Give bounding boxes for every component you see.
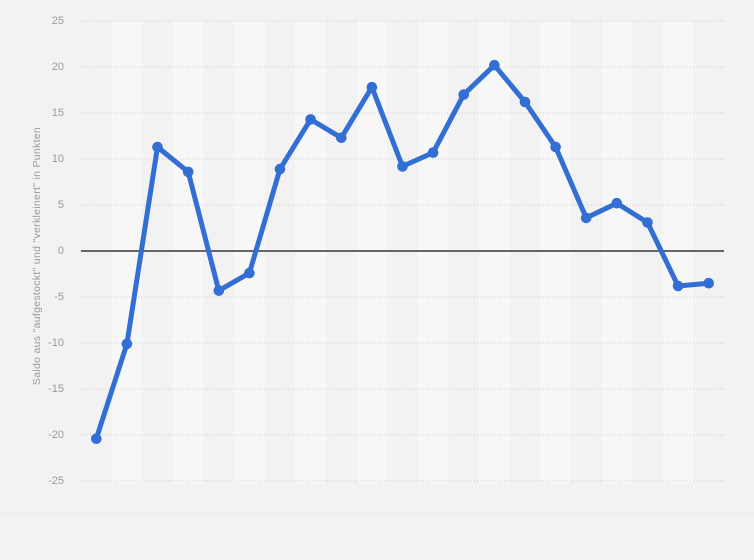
data-point[interactable]: [305, 114, 316, 125]
data-point[interactable]: [152, 141, 163, 153]
data-point[interactable]: [458, 89, 470, 100]
data-point[interactable]: [336, 132, 347, 144]
y-axis-tick-label: -10: [48, 337, 64, 349]
y-axis-tick-label: 10: [51, 153, 64, 165]
y-axis-tick-label: -25: [48, 475, 64, 487]
data-point[interactable]: [91, 433, 102, 445]
y-axis-tick-label: 20: [51, 61, 64, 73]
data-point[interactable]: [397, 161, 408, 172]
data-point[interactable]: [703, 277, 714, 289]
data-point[interactable]: [244, 267, 255, 279]
y-axis-tick-label: -15: [48, 383, 64, 395]
y-axis-tick-label: 25: [51, 15, 64, 27]
y-axis-tick-label: -20: [48, 429, 64, 441]
footer-divider: [0, 512, 754, 513]
y-axis-title: Saldo aus "aufgestockt" und "verkleinert…: [31, 126, 43, 386]
y-axis-tick-label: 0: [57, 245, 64, 257]
y-axis-tick-label: 5: [57, 199, 64, 211]
data-point[interactable]: [427, 147, 439, 158]
data-point[interactable]: [121, 338, 133, 350]
data-point[interactable]: [642, 217, 653, 228]
data-point[interactable]: [580, 212, 592, 224]
data-point[interactable]: [489, 59, 500, 71]
data-point[interactable]: [366, 81, 378, 93]
data-point[interactable]: [519, 96, 531, 108]
data-point[interactable]: [213, 285, 225, 296]
data-point[interactable]: [550, 141, 561, 153]
y-axis-tick-label: -5: [54, 291, 64, 303]
data-point[interactable]: [274, 163, 286, 175]
y-axis-tick-label: 15: [51, 107, 64, 119]
data-point[interactable]: [182, 166, 194, 178]
data-point[interactable]: [611, 197, 623, 209]
data-point[interactable]: [672, 280, 684, 292]
